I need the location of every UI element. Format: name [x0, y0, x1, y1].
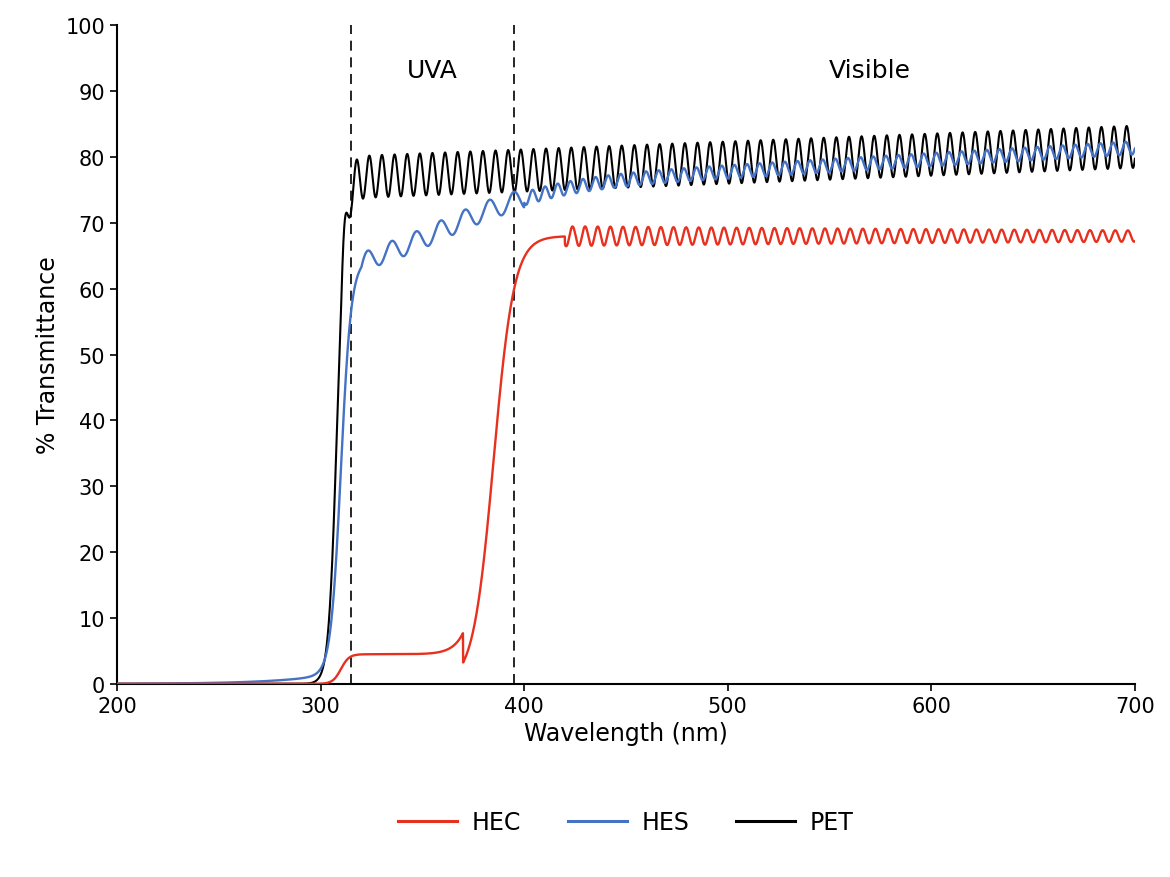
HEC [498, 334, 512, 345]
Line: HES: HES [117, 143, 1135, 684]
HES [498, 204, 512, 215]
Text: UVA: UVA [407, 60, 457, 83]
Text: Visible: Visible [830, 60, 911, 83]
HEC [1128, 237, 1142, 247]
Line: PET: PET [117, 127, 1135, 684]
PET [947, 157, 961, 168]
HES [869, 159, 883, 169]
Line: HEC: HEC [117, 227, 1135, 684]
Y-axis label: % Transmittance: % Transmittance [36, 256, 60, 454]
PET [498, 158, 512, 168]
PET [869, 144, 883, 154]
HES [1119, 138, 1133, 148]
X-axis label: Wavelength (nm): Wavelength (nm) [524, 722, 728, 745]
PET [1128, 154, 1142, 165]
HEC [578, 222, 592, 232]
Legend: HEC, HES, PET: HEC, HES, PET [388, 801, 863, 844]
HEC [295, 679, 309, 689]
PET [1120, 122, 1134, 132]
HEC [869, 225, 883, 236]
HEC [110, 679, 124, 689]
HES [295, 674, 309, 684]
PET [772, 176, 786, 187]
HES [947, 159, 961, 169]
PET [295, 679, 309, 689]
HES [110, 679, 124, 689]
HEC [772, 237, 786, 247]
HEC [721, 233, 735, 244]
PET [721, 173, 735, 183]
HES [772, 171, 786, 182]
PET [110, 679, 124, 689]
HES [721, 174, 735, 184]
HEC [947, 231, 961, 241]
HES [1128, 144, 1142, 154]
